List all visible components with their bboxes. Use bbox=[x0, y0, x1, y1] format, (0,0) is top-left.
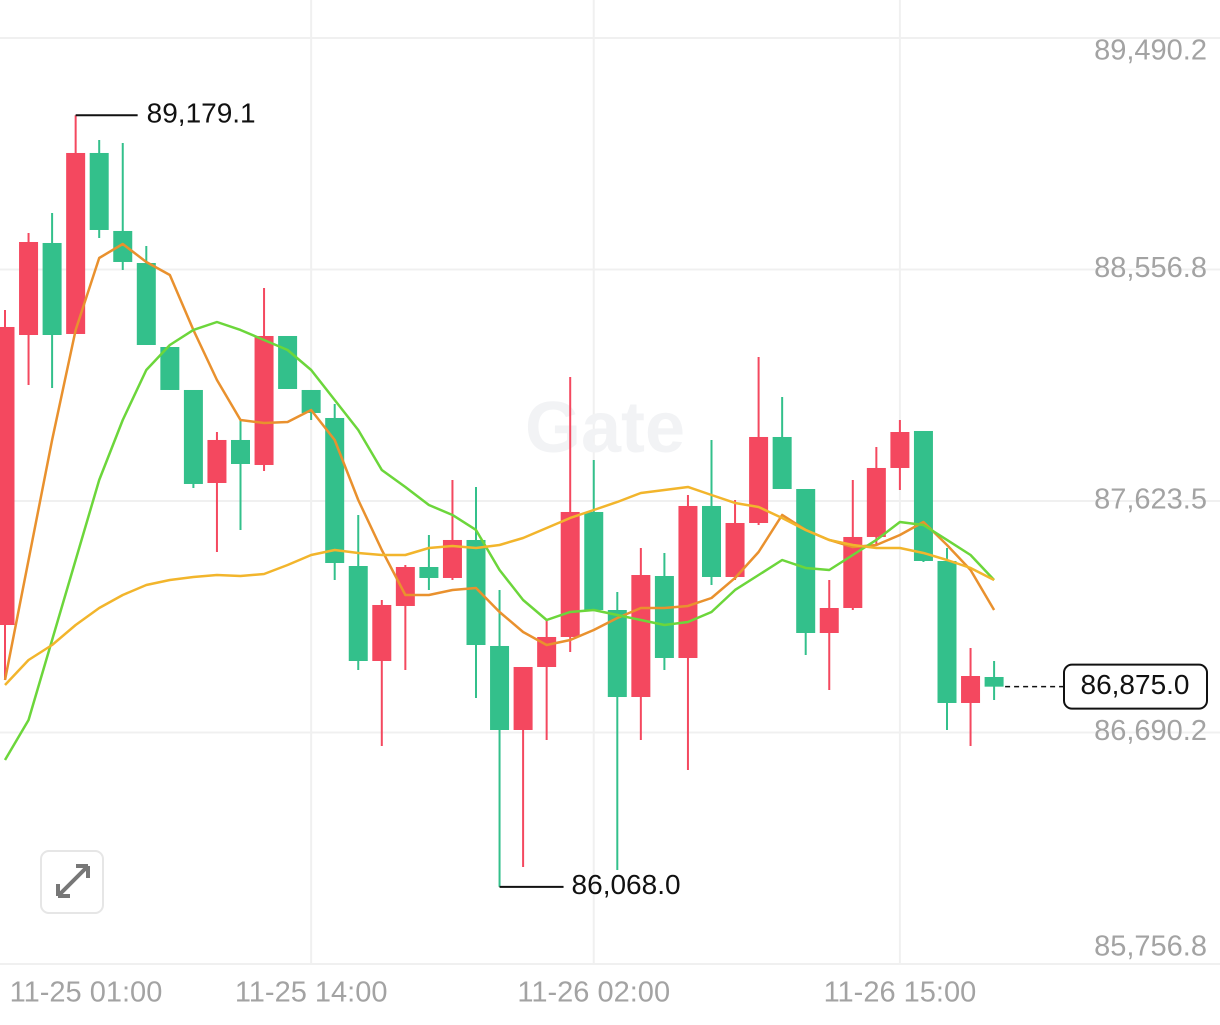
candle-body bbox=[725, 522, 745, 577]
candle-body bbox=[0, 326, 15, 626]
candle-body bbox=[348, 566, 368, 661]
ma-line bbox=[4, 485, 995, 686]
watermark: Gate bbox=[525, 388, 685, 468]
candle-body bbox=[631, 575, 651, 698]
candle-body bbox=[513, 666, 533, 730]
candle-body bbox=[560, 511, 580, 637]
last-price-label: 86,875.0 bbox=[1081, 669, 1190, 700]
y-tick-label: 88,556.8 bbox=[1094, 252, 1207, 284]
candle-body bbox=[584, 511, 604, 611]
candle-body bbox=[372, 604, 392, 661]
candle-body bbox=[42, 242, 62, 335]
candle-body bbox=[913, 430, 933, 561]
y-tick-label: 87,623.5 bbox=[1094, 484, 1207, 516]
ma-line bbox=[3, 320, 996, 761]
candle-body bbox=[207, 439, 227, 483]
expand-icon bbox=[56, 864, 90, 898]
candle-body bbox=[678, 505, 698, 658]
candle-body bbox=[466, 539, 486, 645]
candle-body bbox=[160, 347, 180, 390]
candle-body bbox=[961, 676, 981, 703]
candle-body bbox=[66, 152, 86, 334]
y-tick-label: 86,690.2 bbox=[1094, 715, 1207, 747]
candle-body bbox=[89, 152, 109, 230]
x-tick-label: 11-26 02:00 bbox=[517, 977, 670, 1009]
candle-body bbox=[772, 436, 792, 489]
candle-body bbox=[843, 536, 863, 608]
candle-body bbox=[984, 676, 1004, 687]
candle-body bbox=[796, 488, 816, 633]
candle-body bbox=[301, 389, 321, 414]
y-tick-label: 85,756.8 bbox=[1094, 931, 1207, 963]
candle-body bbox=[231, 439, 250, 464]
candle-body bbox=[937, 560, 957, 703]
x-tick-label: 11-25 14:00 bbox=[235, 977, 388, 1009]
y-tick-label: 89,490.2 bbox=[1094, 35, 1207, 67]
candle-body bbox=[113, 230, 133, 262]
low-label: 86,068.0 bbox=[572, 869, 681, 900]
candle-body bbox=[490, 645, 510, 730]
candle-body bbox=[136, 262, 156, 345]
candle-body bbox=[702, 505, 721, 577]
candle-body bbox=[278, 335, 298, 389]
candle-body bbox=[19, 241, 39, 335]
candle-body bbox=[654, 575, 674, 658]
x-tick-label: 11-26 15:00 bbox=[824, 977, 977, 1009]
candle-body bbox=[395, 566, 415, 606]
last-price-box bbox=[1063, 663, 1208, 710]
expand-button[interactable] bbox=[40, 850, 104, 914]
x-tick-label: 11-25 01:00 bbox=[10, 977, 163, 1009]
candle-body bbox=[442, 539, 462, 578]
candle-body bbox=[819, 607, 839, 633]
candle-body bbox=[254, 335, 274, 465]
candle-body bbox=[890, 431, 910, 468]
candle-body bbox=[866, 467, 886, 537]
candle-body bbox=[419, 566, 439, 578]
candle-body bbox=[607, 610, 627, 698]
high-label: 89,179.1 bbox=[147, 98, 256, 129]
candle-body bbox=[749, 436, 769, 523]
candle-body bbox=[183, 389, 203, 484]
